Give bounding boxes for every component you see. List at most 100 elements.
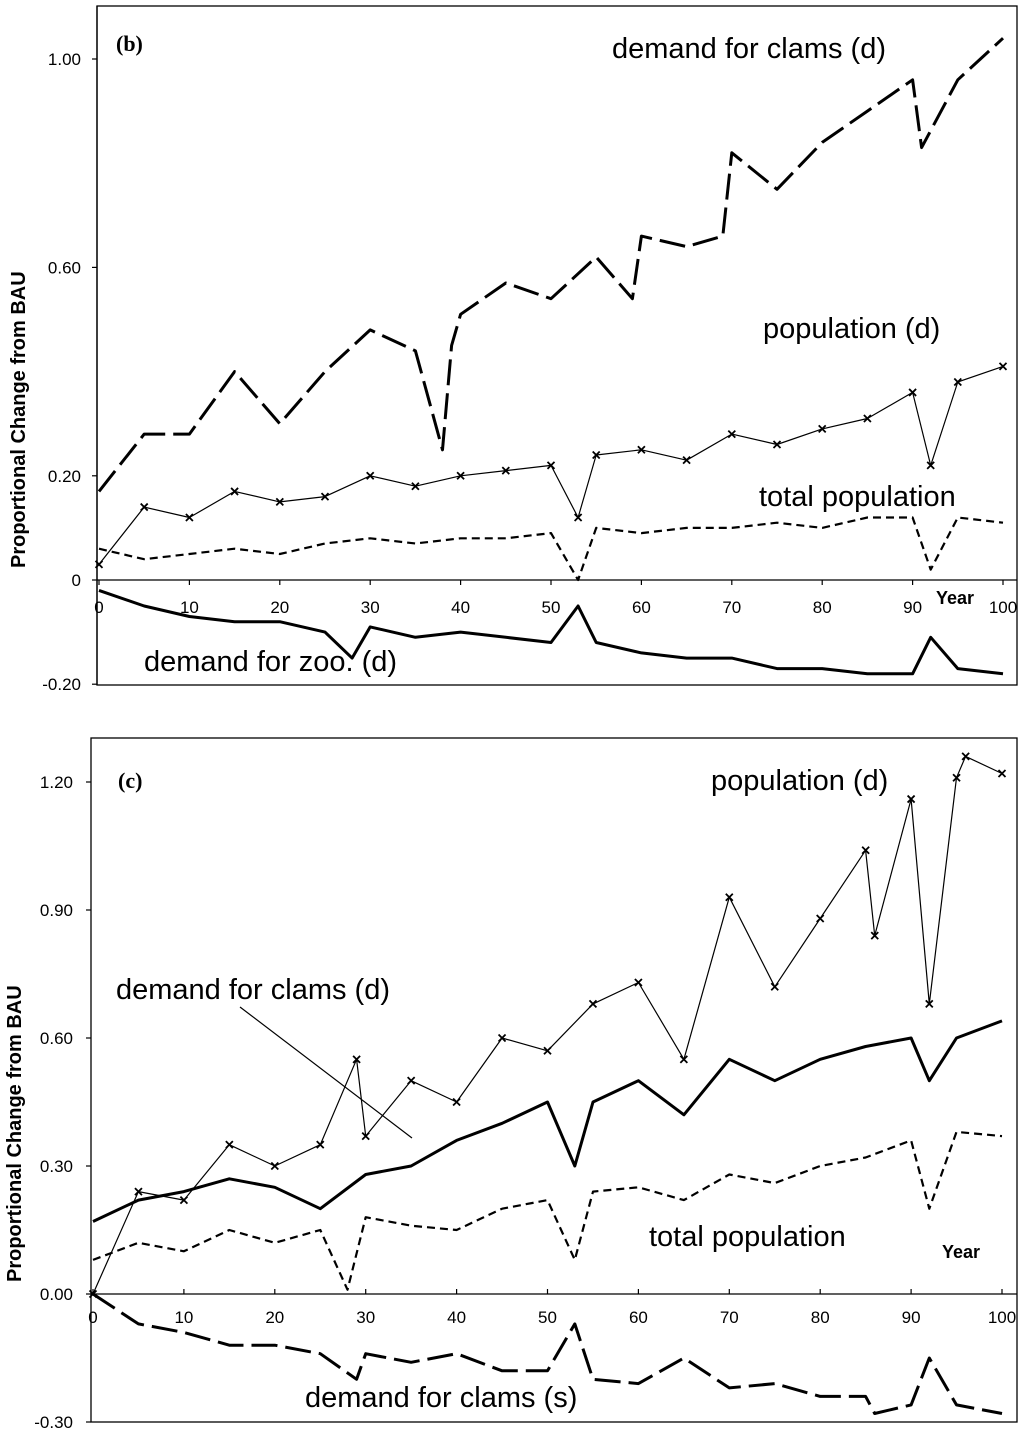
data-point-marker [573, 513, 583, 522]
panel-b-x-axis-title: Year [936, 588, 974, 608]
series-line-total-population [98, 516, 1004, 582]
data-point-marker [543, 1046, 552, 1055]
panel-b-y-ticks: 1.00 0.60 0.20 0 -0.20 [42, 50, 97, 694]
panel-b-frame [96, 5, 1018, 686]
data-point-marker [816, 914, 825, 923]
x-tick-label: 30 [361, 598, 380, 617]
panel-b-series [94, 37, 1008, 676]
data-point-marker [456, 471, 465, 480]
x-tick-label: 20 [270, 598, 289, 617]
y-tick-label: 0.00 [40, 1285, 73, 1304]
data-point-marker [497, 1033, 507, 1043]
x-tick-label: 50 [542, 598, 561, 617]
data-point-marker [501, 466, 510, 475]
annotation-b-demand-zoo: demand for zoo. (d) [144, 646, 397, 678]
annotation-c-leader-line [239, 1006, 413, 1139]
data-point-marker [926, 461, 935, 470]
data-point-marker [411, 482, 420, 491]
x-tick-label: 90 [903, 598, 922, 617]
y-tick-label: 1.20 [40, 773, 73, 792]
data-point-marker [925, 999, 934, 1009]
series-line-demand-for-clams-s- [92, 1292, 1003, 1415]
panel-c-x-axis-title: Year [942, 1242, 980, 1262]
y-tick-label: 1.00 [48, 50, 81, 69]
data-point-marker [908, 388, 917, 397]
data-point-marker [316, 1140, 325, 1149]
panel-c-label: (c) [118, 768, 142, 793]
data-point-marker [634, 978, 643, 987]
data-point-marker [230, 487, 239, 496]
x-tick-label: 10 [174, 1308, 193, 1327]
data-point-marker [961, 752, 970, 761]
data-point-marker [818, 424, 827, 434]
panel-b-y-axis-title: Proportional Change from BAU [8, 271, 30, 568]
series-line-population-d- [92, 755, 1003, 1295]
y-tick-label: 0.60 [40, 1029, 73, 1048]
annotation-b-population: population (d) [763, 313, 940, 345]
data-point-marker [275, 497, 284, 506]
x-tick-label: 30 [356, 1308, 375, 1327]
data-point-marker [452, 1097, 461, 1107]
data-point-marker [140, 502, 149, 512]
x-tick-label: 100 [989, 598, 1017, 617]
x-tick-label: 50 [538, 1308, 557, 1327]
panel-b: (b) Year 1.00 0.60 0.20 0 -0.20 0 10 20 30 40 50 6… [42, 5, 1018, 694]
data-point-marker [270, 1161, 279, 1171]
x-tick-label: 70 [722, 598, 741, 617]
data-point-marker [366, 471, 375, 480]
x-tick-label: 0 [94, 598, 103, 617]
data-point-marker [997, 769, 1007, 778]
y-tick-label: 0 [72, 571, 81, 590]
panel-b-x-ticks: 0 10 20 30 40 50 60 70 80 90 100 [94, 580, 1017, 617]
x-tick-label: 40 [447, 1308, 466, 1327]
x-tick-label: 10 [180, 598, 199, 617]
y-tick-label: 0.30 [40, 1157, 73, 1176]
data-point-marker [772, 440, 782, 449]
data-point-marker [861, 846, 870, 855]
data-point-marker [134, 1187, 143, 1196]
data-point-marker [592, 450, 601, 460]
x-tick-label: 60 [632, 598, 651, 617]
x-tick-label: 90 [902, 1308, 921, 1327]
data-point-marker [906, 794, 916, 804]
data-point-marker [94, 560, 104, 569]
data-point-marker [185, 513, 194, 522]
panel-c-x-ticks: 0 10 20 30 40 50 60 70 80 90 100 [88, 1289, 1016, 1327]
data-point-marker [863, 414, 872, 423]
data-point-marker [407, 1076, 416, 1085]
x-tick-label: 80 [811, 1308, 830, 1327]
data-point-marker [870, 931, 879, 940]
data-point-marker [361, 1131, 370, 1141]
data-point-marker [725, 893, 734, 902]
x-tick-label: 0 [88, 1308, 97, 1327]
series-line-total-population [92, 1130, 1003, 1291]
x-tick-label: 80 [813, 598, 832, 617]
x-tick-label: 100 [988, 1308, 1016, 1327]
x-tick-label: 20 [265, 1308, 284, 1327]
x-tick-label: 60 [629, 1308, 648, 1327]
annotation-b-demand-clams: demand for clams (d) [612, 33, 886, 65]
panel-c-frame [90, 737, 1018, 1423]
data-point-marker [179, 1195, 189, 1205]
series-line-demand-for-clams-d- [97, 37, 1005, 493]
data-point-marker [588, 999, 598, 1009]
data-point-marker [952, 773, 961, 782]
y-tick-label: -0.30 [34, 1413, 73, 1432]
panel-b-label: (b) [116, 31, 143, 56]
data-point-marker [637, 445, 646, 454]
annotation-c-total-population: total population [649, 1221, 846, 1253]
data-point-marker [352, 1055, 361, 1064]
data-point-marker [225, 1140, 234, 1149]
series-line-demand-for-zoo-d- [98, 588, 1004, 676]
annotation-b-total-population: total population [759, 481, 956, 513]
data-point-marker [998, 362, 1008, 371]
panel-c-series [88, 752, 1007, 1415]
annotation-c-population: population (d) [711, 765, 888, 797]
annotation-c-demand-clams-s: demand for clams (s) [305, 1382, 577, 1414]
annotation-c-demand-clams-d: demand for clams (d) [116, 974, 390, 1006]
data-point-marker [546, 461, 556, 470]
data-point-marker [679, 1055, 688, 1064]
data-point-marker [682, 456, 691, 465]
y-tick-label: -0.20 [42, 675, 81, 694]
x-tick-label: 70 [720, 1308, 739, 1327]
